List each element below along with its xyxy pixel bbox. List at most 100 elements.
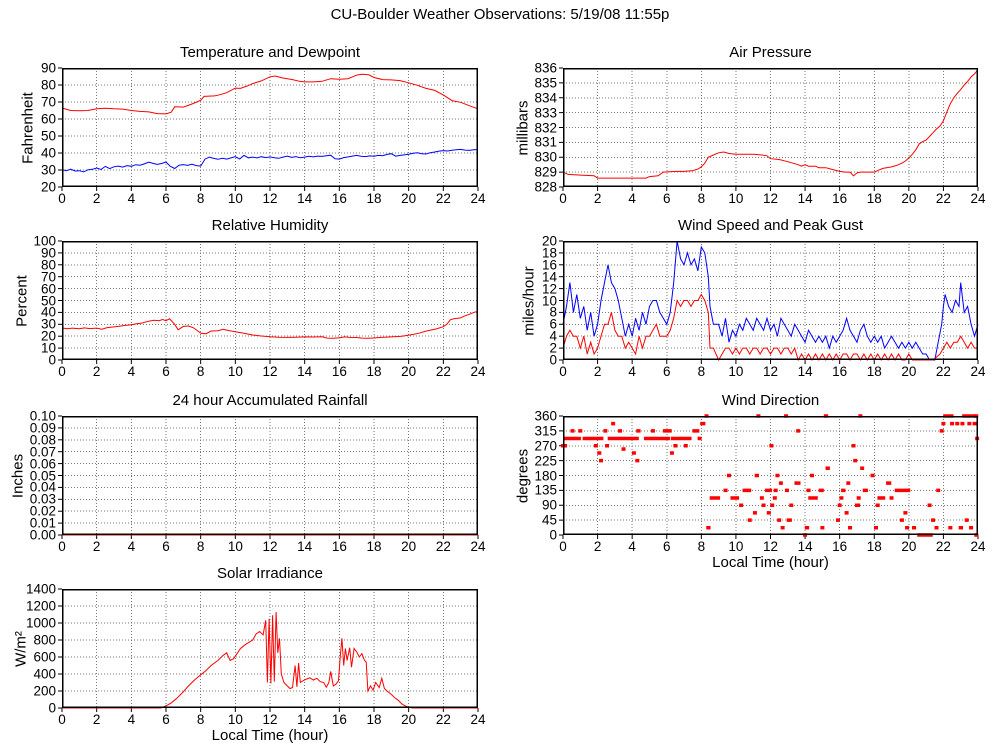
x-tick-label: 8 [697,539,706,554]
y-tick-label: 0.08 [29,432,56,448]
chart-solar-irradiance: Solar Irradiance W/m² Local Time (hour) … [13,565,486,744]
y-tick-label: 833 [534,104,557,120]
chart-title: 24 hour Accumulated Rainfall [172,392,368,409]
x-tick-label: 22 [435,364,451,379]
y-tick-label: 828 [534,179,557,195]
y-tick-label: 830 [534,149,557,165]
chart-title: Relative Humidity [211,217,329,234]
x-tick-label: 22 [435,191,451,206]
x-tick-label: 16 [331,191,347,206]
x-tick-label: 14 [297,364,313,379]
y-axis-label: miles/hour [520,265,538,336]
x-tick-label: 18 [866,364,882,379]
y-tick-label: 836 [534,60,557,76]
x-tick-label: 4 [127,191,136,206]
x-tick-label: 12 [762,191,779,206]
y-tick-label: 40 [40,145,56,161]
x-tick-label: 12 [262,191,278,206]
x-tick-label: 16 [331,364,347,379]
y-tick-label: 60 [40,280,56,296]
y-tick-label: 225 [534,452,557,468]
chart-title: Air Pressure [729,44,812,61]
x-tick-label: 10 [227,191,243,206]
x-tick-label: 6 [162,364,170,379]
y-tick-label: 90 [541,497,557,513]
y-tick-label: 360 [534,408,557,424]
y-tick-label: 315 [534,423,557,439]
y-tick-label: 0.03 [29,491,56,507]
x-tick-label: 8 [196,539,205,554]
y-tick-label: 16 [541,257,557,273]
x-tick-label: 14 [797,191,813,206]
y-tick-label: 0.02 [29,503,56,519]
y-tick-label: 800 [33,632,56,648]
y-tick-label: 1000 [25,615,56,631]
x-tick-label: 24 [970,191,986,206]
y-tick-label: 90 [40,245,56,261]
x-tick-label: 4 [628,364,636,379]
plot-area [58,588,479,712]
y-tick-label: 0.09 [29,420,56,436]
x-tick-label: 14 [797,364,813,379]
x-tick-label: 14 [297,539,313,554]
y-tick-label: 10 [541,292,557,308]
y-tick-label: 831 [534,134,557,150]
x-tick-label: 4 [628,539,636,554]
x-tick-label: 8 [196,712,205,727]
y-tick-label: 0.04 [29,479,56,495]
chart-title: Temperature and Dewpoint [179,44,361,61]
x-tick-label: 12 [262,712,278,727]
x-tick-label: 0 [559,364,567,379]
x-tick-label: 16 [832,191,848,206]
y-tick-label: 20 [541,233,557,249]
chart-title: Wind Direction [721,392,820,409]
x-tick-label: 20 [401,364,417,379]
y-tick-label: 10 [40,340,56,356]
x-tick-label: 6 [662,364,671,379]
x-tick-label: 10 [227,364,243,379]
y-tick-label: 60 [40,111,56,127]
x-tick-label: 22 [935,191,951,206]
y-tick-label: 135 [534,482,557,498]
x-tick-label: 10 [227,539,243,554]
x-tick-label: 22 [435,539,451,554]
x-tick-label: 18 [866,191,882,206]
x-tick-label: 20 [401,191,417,206]
y-axis-label: Inches [9,453,27,498]
plot-area [58,240,479,364]
x-tick-label: 12 [262,539,278,554]
y-tick-label: 0 [48,700,56,716]
x-tick-label: 6 [162,539,170,554]
page-title: CU-Boulder Weather Observations: 5/19/08… [330,6,670,23]
y-tick-label: 80 [40,77,56,93]
y-axis-label: W/m² [12,630,30,667]
x-tick-label: 16 [832,364,848,379]
x-tick-label: 22 [935,539,951,554]
x-tick-label: 0 [58,712,66,727]
y-tick-label: 0.10 [29,408,56,424]
y-tick-label: 1200 [25,598,56,614]
x-tick-label: 20 [901,191,917,206]
x-tick-label: 18 [366,191,382,206]
x-tick-label: 10 [227,712,243,727]
y-tick-label: 90 [40,60,56,76]
x-tick-label: 4 [127,364,136,379]
y-tick-label: 50 [40,128,56,144]
x-tick-label: 16 [331,712,347,727]
plot-area [58,67,479,191]
y-tick-label: 14 [541,268,557,284]
chart-title: Wind Speed and Peak Gust [677,217,864,234]
x-tick-label: 2 [593,539,602,554]
x-tick-label: 14 [797,539,813,554]
x-tick-label: 18 [366,364,382,379]
y-tick-label: 400 [33,666,56,682]
y-axis-label: Fahrenheit [19,91,37,164]
x-tick-label: 18 [366,712,382,727]
y-tick-label: 0 [48,352,56,368]
x-tick-label: 22 [935,364,951,379]
y-tick-label: 100 [33,233,56,249]
x-tick-label: 24 [470,191,486,206]
